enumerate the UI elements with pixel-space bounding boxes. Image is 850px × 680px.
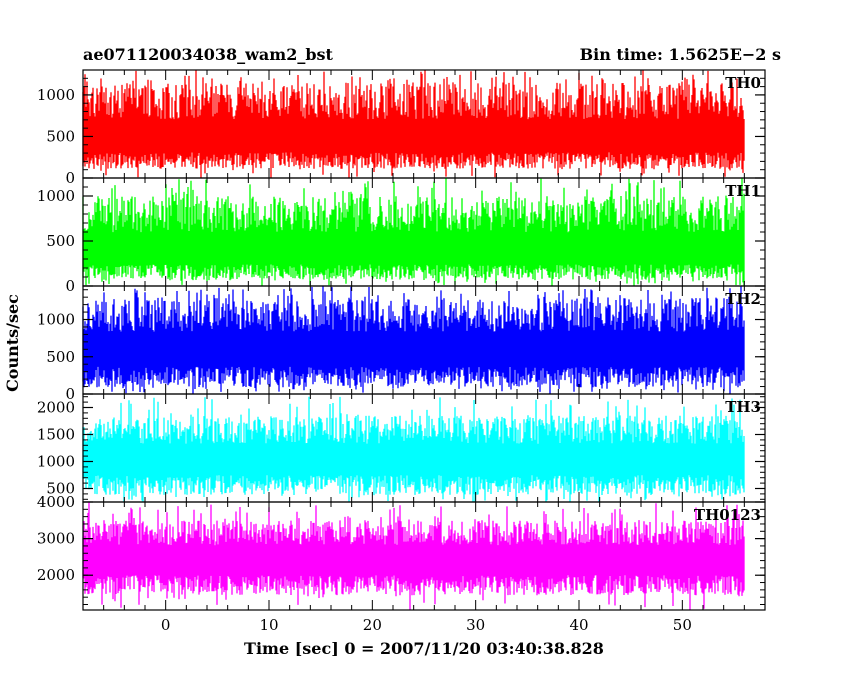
chart-title-left: ae071120034038_wam2_bst — [83, 45, 334, 64]
panel-th0123: 2000 3000 4000 TH0123 — [37, 493, 766, 611]
y-tick-label: 500 — [46, 348, 75, 366]
x-tick-label: 0 — [161, 616, 171, 634]
y-tick-label: 0 — [65, 169, 75, 187]
y-axis-label: Counts/sec — [3, 294, 22, 392]
panel-label-th3: TH3 — [725, 398, 761, 416]
panel-th0: 0 500 1000 TH0 — [37, 69, 766, 187]
panel-label-th0: TH0 — [725, 74, 761, 92]
panel-th2: 0 500 1000 TH2 — [37, 285, 766, 403]
x-tick-label: 20 — [363, 616, 382, 634]
chart-title-right: Bin time: 1.5625E−2 s — [580, 45, 781, 64]
x-tick-label: 30 — [466, 616, 485, 634]
series-line-th0123 — [82, 502, 745, 610]
y-tick-label: 1500 — [37, 426, 75, 444]
panel-th1: 0 500 1000 TH1 — [37, 177, 766, 295]
y-tick-label: 0 — [65, 277, 75, 295]
panel-th3: 500 1000 1500 2000 TH3 — [37, 393, 766, 503]
y-tick-label: 4000 — [37, 493, 75, 511]
panel-label-th1: TH1 — [725, 182, 761, 200]
series-line-th0 — [82, 70, 745, 178]
series-line-th1 — [82, 178, 745, 286]
y-tick-label: 2000 — [37, 399, 75, 417]
series-line-th3 — [82, 396, 745, 502]
y-tick-label: 500 — [46, 232, 75, 250]
x-tick-label: 50 — [673, 616, 692, 634]
series-line-th2 — [82, 286, 745, 394]
panel-label-th2: TH2 — [725, 290, 761, 308]
x-tick-label: 10 — [259, 616, 278, 634]
y-tick-label: 500 — [46, 127, 75, 145]
x-axis-label: Time [sec] 0 = 2007/11/20 03:40:38.828 — [244, 639, 604, 658]
y-tick-label: 2000 — [37, 566, 75, 584]
y-tick-label: 1000 — [37, 311, 75, 329]
panel-frame — [82, 501, 766, 611]
y-tick-label: 1000 — [37, 187, 75, 205]
y-tick-label: 1000 — [37, 86, 75, 104]
y-tick-label: 3000 — [37, 530, 75, 548]
y-tick-label: 0 — [65, 385, 75, 403]
panel-label-th0123: TH0123 — [694, 506, 761, 524]
y-tick-label: 1000 — [37, 453, 75, 471]
y-tick-label: 500 — [46, 480, 75, 498]
x-tick-label: 40 — [569, 616, 588, 634]
